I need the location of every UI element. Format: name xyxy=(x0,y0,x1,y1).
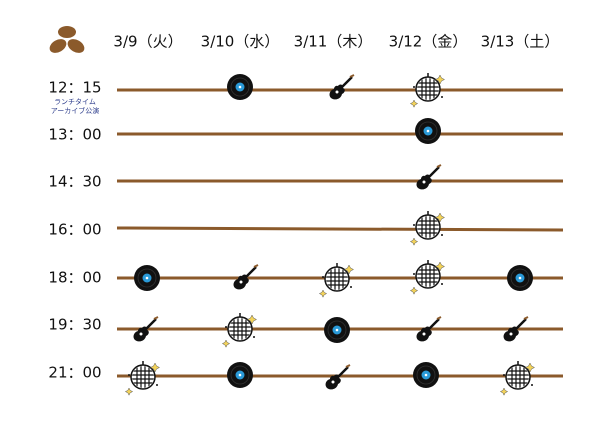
day-label: 3/12（金） xyxy=(389,33,468,51)
time-label: 14：30 xyxy=(48,173,101,191)
time-label: 21：00 xyxy=(48,364,101,382)
day-label: 3/9（火） xyxy=(113,33,182,51)
time-label: 12：15 xyxy=(48,79,101,97)
icons xyxy=(125,73,534,395)
note: アーカイブ公演 xyxy=(51,106,100,115)
day-label: 3/13（土） xyxy=(481,33,560,51)
logo xyxy=(49,26,85,53)
time-label: 18：00 xyxy=(48,269,101,287)
time-label: 19：30 xyxy=(48,316,101,334)
time-label: 13：00 xyxy=(48,126,101,144)
note: ランチタイム xyxy=(54,97,96,106)
time-label: 16：00 xyxy=(48,221,101,239)
day-label: 3/10（水） xyxy=(201,33,280,51)
day-label: 3/11（木） xyxy=(294,33,373,51)
